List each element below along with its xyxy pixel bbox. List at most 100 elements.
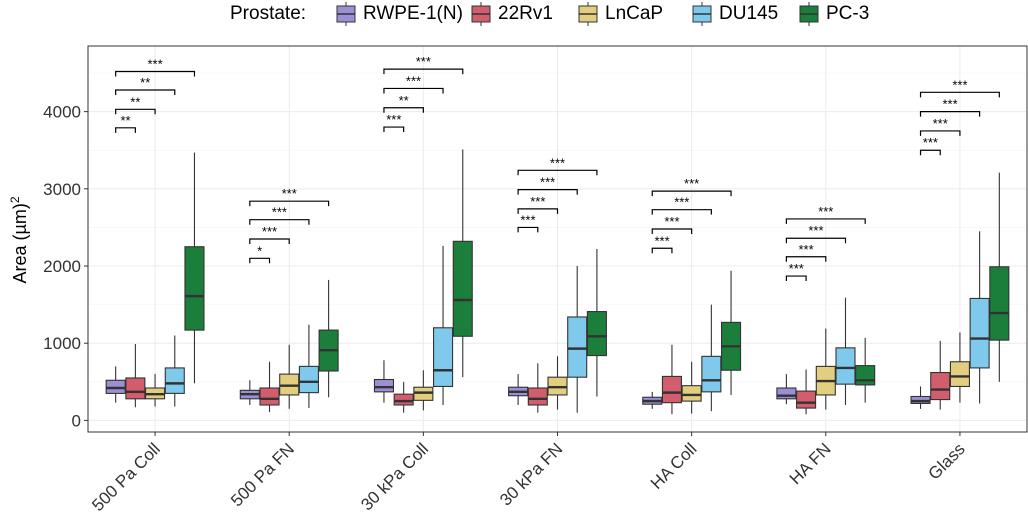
y-tick-label: 4000: [43, 103, 81, 122]
bracket-line: [785, 256, 827, 262]
bracket-line: [249, 200, 330, 207]
legend-label: LnCaP: [605, 3, 663, 24]
box-2-2: [413, 370, 434, 411]
significance-label: ***: [654, 233, 669, 248]
bracket-line: [115, 70, 196, 77]
legend-items: RWPE-1(N) 22Rv1 LnCaP DU145 PC-3: [336, 2, 869, 26]
y-axis-title: Area (µm)2: [8, 196, 30, 283]
box-body: [184, 246, 205, 331]
significance-bracket: ***: [651, 176, 732, 197]
box-4-4: [720, 270, 742, 395]
box-body: [701, 355, 722, 393]
significance-bracket: **: [115, 113, 136, 133]
box-body: [452, 240, 473, 337]
significance-bracket: ***: [785, 223, 847, 244]
x-tick-label: HA Coll: [647, 439, 701, 493]
box-body: [796, 390, 817, 409]
bracket-line: [785, 275, 807, 282]
bracket-line: [651, 228, 693, 234]
bracket-line: [383, 107, 424, 113]
significance-label: **: [130, 94, 140, 109]
box-0-1: [239, 380, 260, 405]
box-4-6: [989, 172, 1010, 382]
significance-bracket: ***: [517, 194, 559, 214]
significance-bracket: ***: [785, 204, 866, 224]
box-0-2: [373, 360, 395, 403]
significance-label: ***: [808, 223, 823, 238]
significance-label: ***: [664, 214, 679, 229]
legend-item: 22Rv1: [471, 2, 553, 26]
significance-label: ***: [952, 77, 967, 92]
significance-label: **: [399, 93, 409, 108]
box-2-6: [949, 332, 970, 403]
x-tick-label: 500 Pa Coll: [88, 439, 164, 515]
significance-label: ***: [540, 175, 555, 190]
significance-bracket: ***: [919, 116, 961, 136]
significance-bracket: ***: [651, 233, 673, 254]
significance-bracket: ***: [651, 195, 712, 215]
legend-label: PC-3: [826, 3, 869, 24]
box-body: [855, 365, 876, 386]
box-3-5: [835, 297, 856, 405]
bracket-line: [919, 149, 941, 156]
significance-bracket: ***: [249, 186, 330, 207]
legend-title: Prostate:: [230, 3, 306, 24]
bracket-line: [115, 108, 156, 115]
significance-bracket: ***: [785, 261, 807, 282]
significance-bracket: ***: [383, 112, 405, 133]
significance-label: *: [257, 243, 262, 258]
box-0-6: [910, 386, 931, 409]
box-2-1: [279, 344, 300, 409]
box-1-3: [527, 363, 548, 413]
significance-label: ***: [406, 73, 421, 88]
bracket-line: [517, 208, 559, 214]
bracket-line: [651, 209, 712, 215]
bracket-line: [249, 257, 271, 264]
significance-bracket: ***: [919, 97, 981, 117]
box-body: [930, 372, 951, 401]
box-0-0: [105, 366, 126, 403]
box-2-5: [815, 328, 836, 410]
significance-label: ***: [416, 54, 431, 69]
significance-label: ***: [272, 205, 287, 220]
bracket-line: [785, 237, 847, 244]
box-2-0: [145, 374, 166, 407]
box-body: [681, 385, 702, 402]
significance-label: ***: [520, 212, 535, 227]
significance-bracket: **: [115, 75, 176, 96]
significance-label: ***: [684, 176, 699, 191]
legend-item: LnCaP: [578, 2, 663, 26]
significance-bracket: ***: [919, 77, 1000, 98]
significance-label: **: [120, 113, 130, 128]
y-tick-label: 1000: [43, 334, 81, 353]
y-tick-label: 0: [72, 411, 81, 430]
box-body: [776, 387, 797, 400]
legend: Prostate: RWPE-1(N) 22Rv1 LnCaP DU145 PC-3: [230, 2, 869, 26]
significance-label: ***: [933, 116, 948, 131]
box-3-2: [433, 245, 454, 405]
bracket-line: [383, 126, 405, 133]
box-body: [835, 347, 856, 385]
box-3-0: [164, 335, 185, 407]
bracket-line: [919, 111, 981, 117]
bracket-line: [383, 87, 444, 94]
box-0-5: [776, 374, 797, 405]
significance-bracket: ***: [517, 155, 598, 176]
significance-bracket: **: [115, 94, 156, 115]
plot-panel: ****************************************…: [87, 45, 1028, 433]
box-1-5: [796, 369, 817, 415]
significance-bracket: ***: [383, 54, 464, 75]
legend-label: DU145: [719, 3, 778, 24]
box-3-4: [701, 304, 722, 412]
box-4-3: [586, 249, 607, 397]
box-body: [125, 377, 146, 400]
significance-label: ***: [147, 56, 162, 71]
x-axis: 500 Pa Coll 500 Pa FN 30 kPa Coll 30 kPa FN…: [88, 432, 969, 515]
y-tick-label: 3000: [43, 180, 81, 199]
significance-bracket: ***: [517, 175, 578, 195]
bracket-line: [785, 218, 866, 224]
significance-label: ***: [262, 224, 277, 239]
bracket-line: [517, 188, 578, 195]
box-4-5: [855, 337, 876, 403]
y-tick-label: 2000: [43, 257, 81, 276]
